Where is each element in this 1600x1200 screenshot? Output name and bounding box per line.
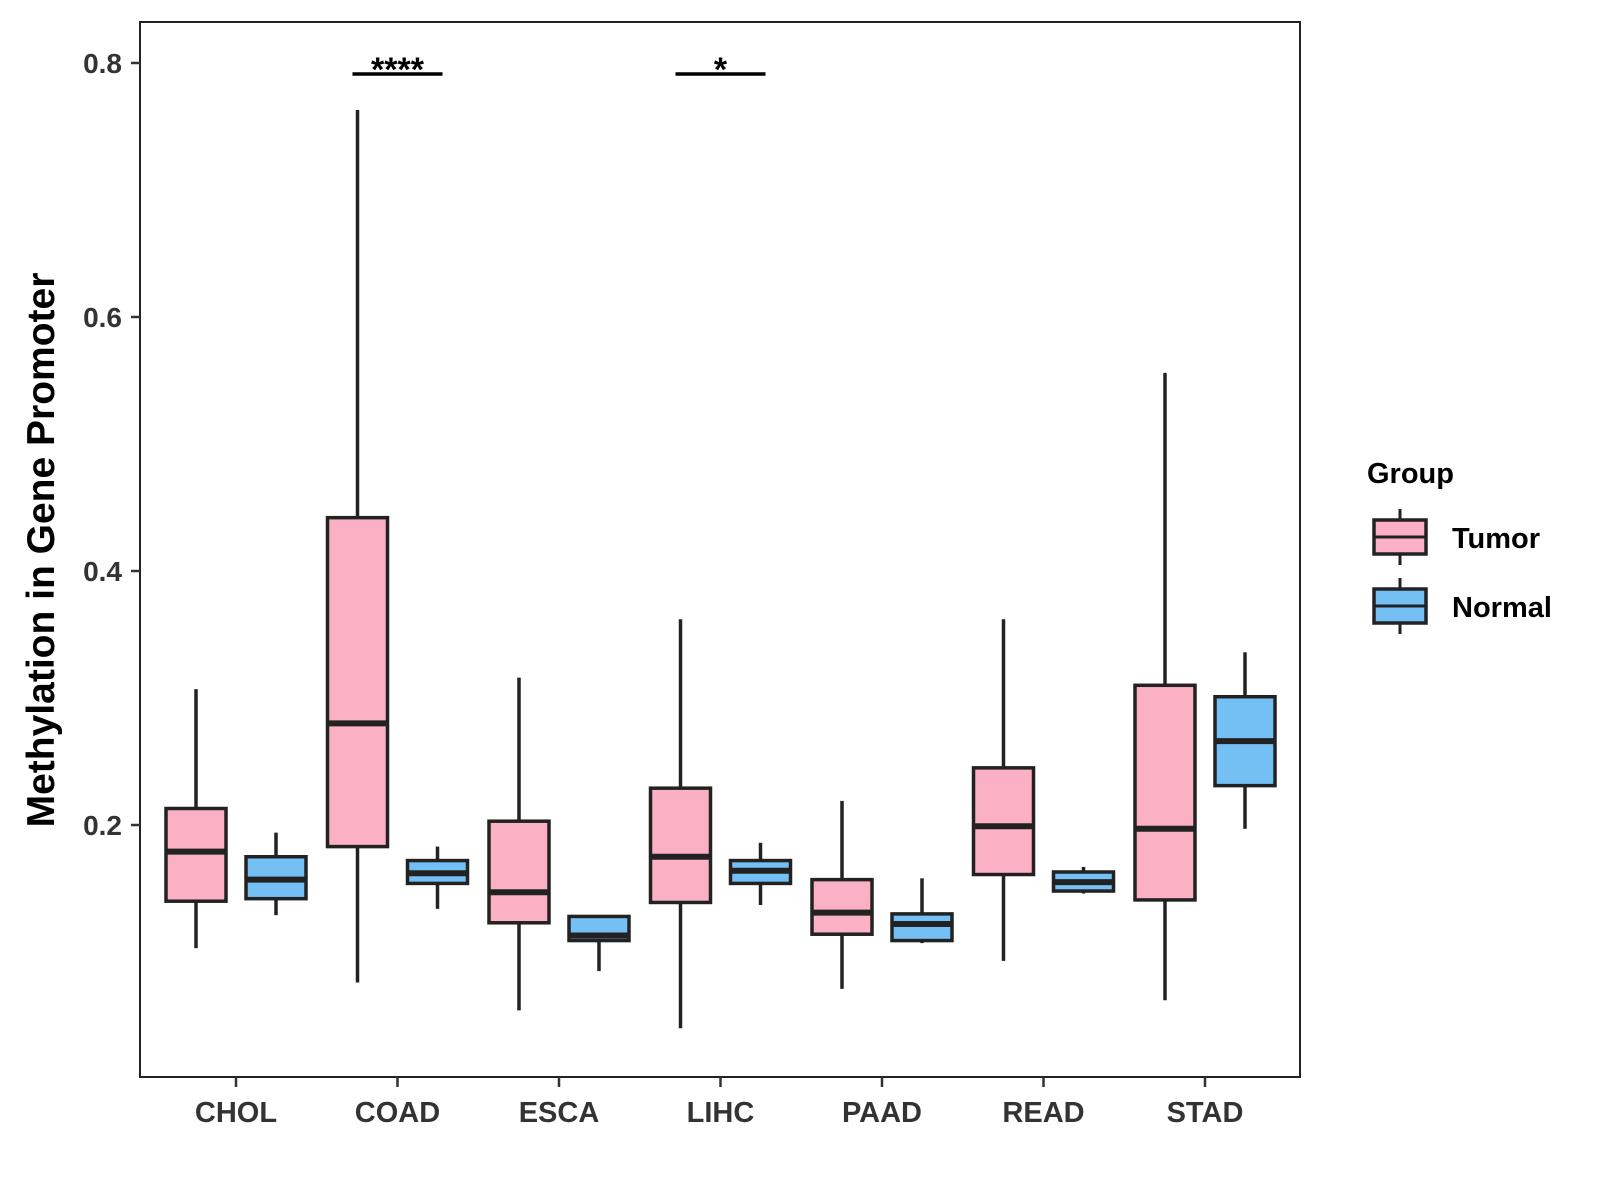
y-tick-label: 0.2 (83, 810, 122, 841)
legend-label-normal: Normal (1452, 592, 1552, 624)
y-tick-label: 0.6 (83, 302, 122, 333)
box-tumor-stad (1133, 683, 1197, 902)
significance-label-coad: **** (371, 51, 425, 89)
plot-layer (164, 109, 1277, 1029)
y-axis: 0.2 0.4 0.6 0.8 (83, 48, 140, 841)
plot-frame (139, 21, 1301, 1078)
x-tick-label: PAAD (842, 1097, 922, 1129)
box-tumor-esca (487, 819, 551, 925)
legend-label-tumor: Tumor (1452, 523, 1540, 555)
y-axis-title: Methylation in Gene Promoter (20, 273, 63, 828)
significance-annotations: **** * (352, 51, 766, 89)
x-tick-label: COAD (355, 1097, 440, 1129)
box-tumor-coad (325, 515, 390, 849)
significance-label-lihc: * (714, 51, 728, 89)
box-tumor-lihc (648, 786, 713, 905)
x-axis: CHOL COAD ESCA LIHC PAAD READ STAD (195, 1077, 1243, 1129)
box-tumor-read (971, 766, 1036, 877)
legend-title: Group (1367, 458, 1454, 490)
box-tumor-paad (810, 877, 874, 936)
x-tick-label: ESCA (519, 1097, 600, 1129)
y-tick-label: 0.4 (83, 556, 122, 587)
legend: Group Tumor Normal (1367, 458, 1552, 634)
y-tick-label: 0.8 (83, 48, 122, 79)
box-tumor-chol (164, 806, 228, 903)
x-tick-label: CHOL (195, 1097, 277, 1129)
box-normal-paad (890, 912, 954, 943)
x-tick-label: STAD (1167, 1097, 1244, 1129)
x-tick-label: READ (1002, 1097, 1084, 1129)
x-tick-label: LIHC (687, 1097, 755, 1129)
